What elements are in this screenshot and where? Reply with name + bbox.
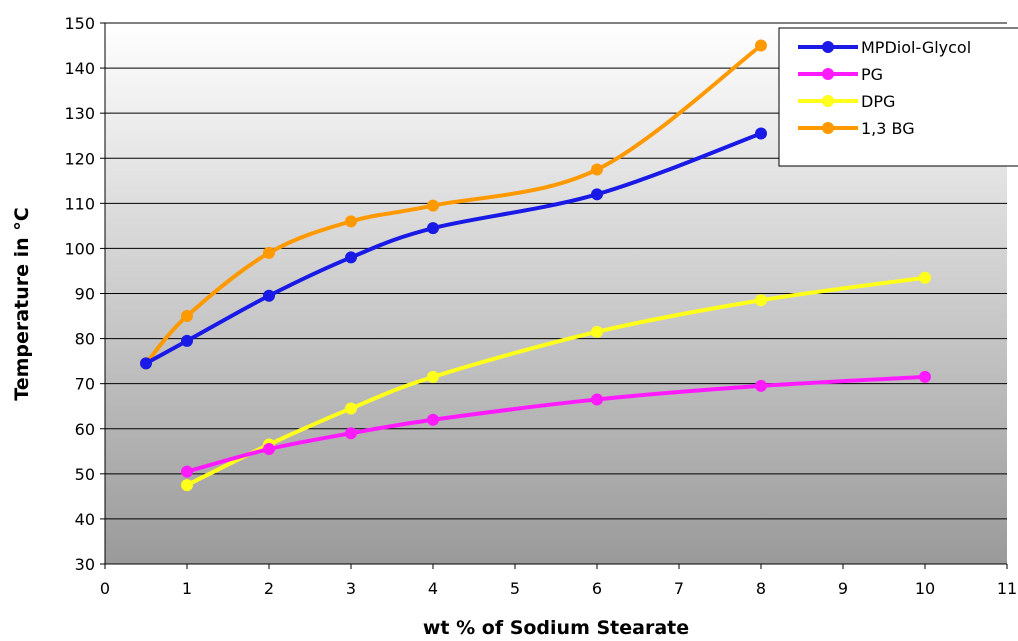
legend-label: PG [861, 65, 883, 84]
x-tick-label: 9 [838, 579, 848, 598]
data-point [919, 370, 931, 383]
data-point [263, 246, 275, 259]
x-tick-label: 1 [182, 579, 192, 598]
x-tick-label: 0 [100, 579, 110, 598]
y-tick-label: 30 [75, 555, 95, 574]
y-tick-label: 150 [64, 14, 95, 33]
legend-marker [822, 68, 834, 80]
y-tick-label: 70 [75, 375, 95, 394]
legend-label: DPG [861, 92, 895, 111]
data-point [263, 289, 275, 302]
data-point [140, 357, 152, 370]
y-tick-label: 80 [75, 330, 95, 349]
y-tick-label: 60 [75, 420, 95, 439]
legend-marker [822, 122, 834, 134]
data-point [755, 127, 767, 140]
data-point [345, 215, 357, 228]
y-tick-label: 50 [75, 465, 95, 484]
data-point [755, 294, 767, 307]
data-point [591, 325, 603, 338]
data-point [181, 479, 193, 492]
data-point [181, 310, 193, 323]
data-point [427, 370, 439, 383]
x-tick-label: 2 [264, 579, 274, 598]
y-tick-label: 40 [75, 510, 95, 529]
data-point [345, 251, 357, 264]
series-lines [140, 39, 931, 492]
y-axis-title: Temperature in °C [11, 207, 33, 400]
y-tick-label: 110 [64, 194, 95, 213]
legend: MPDiol-Glycol PG DPG 1,3 BG [778, 27, 1018, 167]
series-line [144, 131, 763, 366]
data-point [345, 427, 357, 440]
y-tick-label: 90 [75, 285, 95, 304]
data-point [591, 188, 603, 201]
data-point [345, 402, 357, 415]
data-point [755, 379, 767, 392]
x-tick-label: 5 [510, 579, 520, 598]
legend-label: MPDiol-Glycol [861, 38, 971, 57]
data-point [181, 465, 193, 478]
y-tick-label: 120 [64, 149, 95, 168]
y-tick-label: 130 [64, 104, 95, 123]
x-tick-label: 4 [428, 579, 438, 598]
y-tick-label: 100 [64, 239, 95, 258]
data-point [427, 413, 439, 426]
data-point [919, 271, 931, 284]
data-point [427, 199, 439, 212]
x-tick-label: 10 [915, 579, 935, 598]
data-point [181, 334, 193, 347]
x-tick-label: 8 [756, 579, 766, 598]
legend-marker [822, 41, 834, 53]
x-tick-label: 6 [592, 579, 602, 598]
legend-marker [822, 95, 834, 107]
legend-label: 1,3 BG [861, 119, 915, 138]
x-axis-title: wt % of Sodium Stearate [423, 617, 689, 639]
x-tick-label: 7 [674, 579, 684, 598]
series-line [144, 43, 763, 366]
x-tick-label: 11 [997, 579, 1017, 598]
data-point [591, 393, 603, 406]
x-tick-label: 3 [346, 579, 356, 598]
data-point [755, 39, 767, 52]
y-tick-label: 140 [64, 59, 95, 78]
axes: 30 40 50 60 70 80 90 100 110 120 130 140 150 0 1 2 3 4 5 6 7… [64, 14, 1017, 598]
data-point [427, 222, 439, 235]
legend-box [778, 27, 1018, 167]
data-point [591, 163, 603, 176]
data-point [263, 443, 275, 456]
